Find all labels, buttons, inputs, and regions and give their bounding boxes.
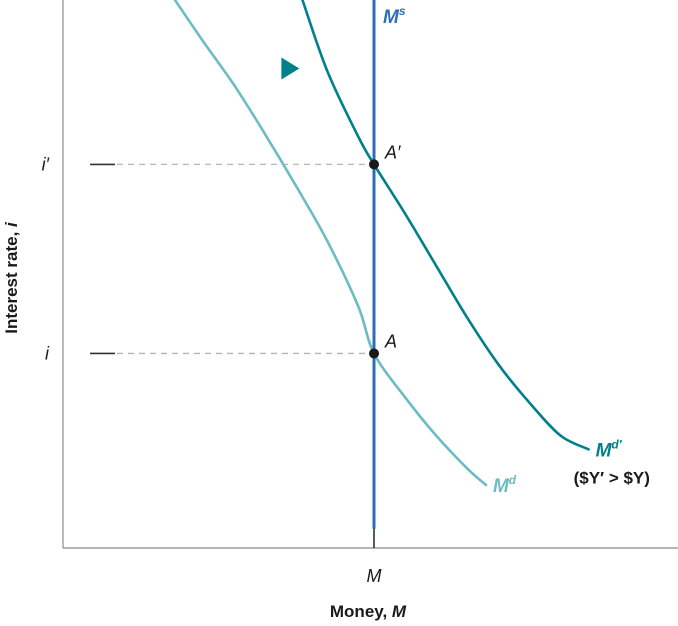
- series-group: [173, 0, 590, 530]
- y-tick-label-0: i: [45, 343, 50, 363]
- points-group: [369, 159, 379, 359]
- x-axis-title: Money, M: [330, 602, 407, 621]
- series-label-1: Md′: [596, 437, 623, 461]
- point-0: [369, 348, 379, 359]
- guide-lines: [117, 163, 374, 355]
- series-label-2: Ms: [383, 4, 406, 28]
- series-note-1: ($Y′ > $Y): [574, 468, 650, 487]
- axis-ticks: i i′ M: [42, 154, 382, 586]
- labels-group: A A′ Md Md′ ($Y′ > $Y) Ms: [202, 4, 650, 497]
- series-line-0: [173, 0, 488, 487]
- y-axis-title: Interest rate, i: [2, 221, 21, 334]
- y-tick-label-1: i′: [42, 154, 50, 174]
- point-label-1: A′: [384, 142, 401, 162]
- series-line-1: [301, 0, 590, 451]
- shift-arrow-head-0: [281, 57, 300, 80]
- x-tick-label-0: M: [367, 566, 382, 586]
- series-label-0: Md: [493, 473, 517, 497]
- point-1: [369, 159, 379, 170]
- point-label-0: A: [384, 331, 397, 351]
